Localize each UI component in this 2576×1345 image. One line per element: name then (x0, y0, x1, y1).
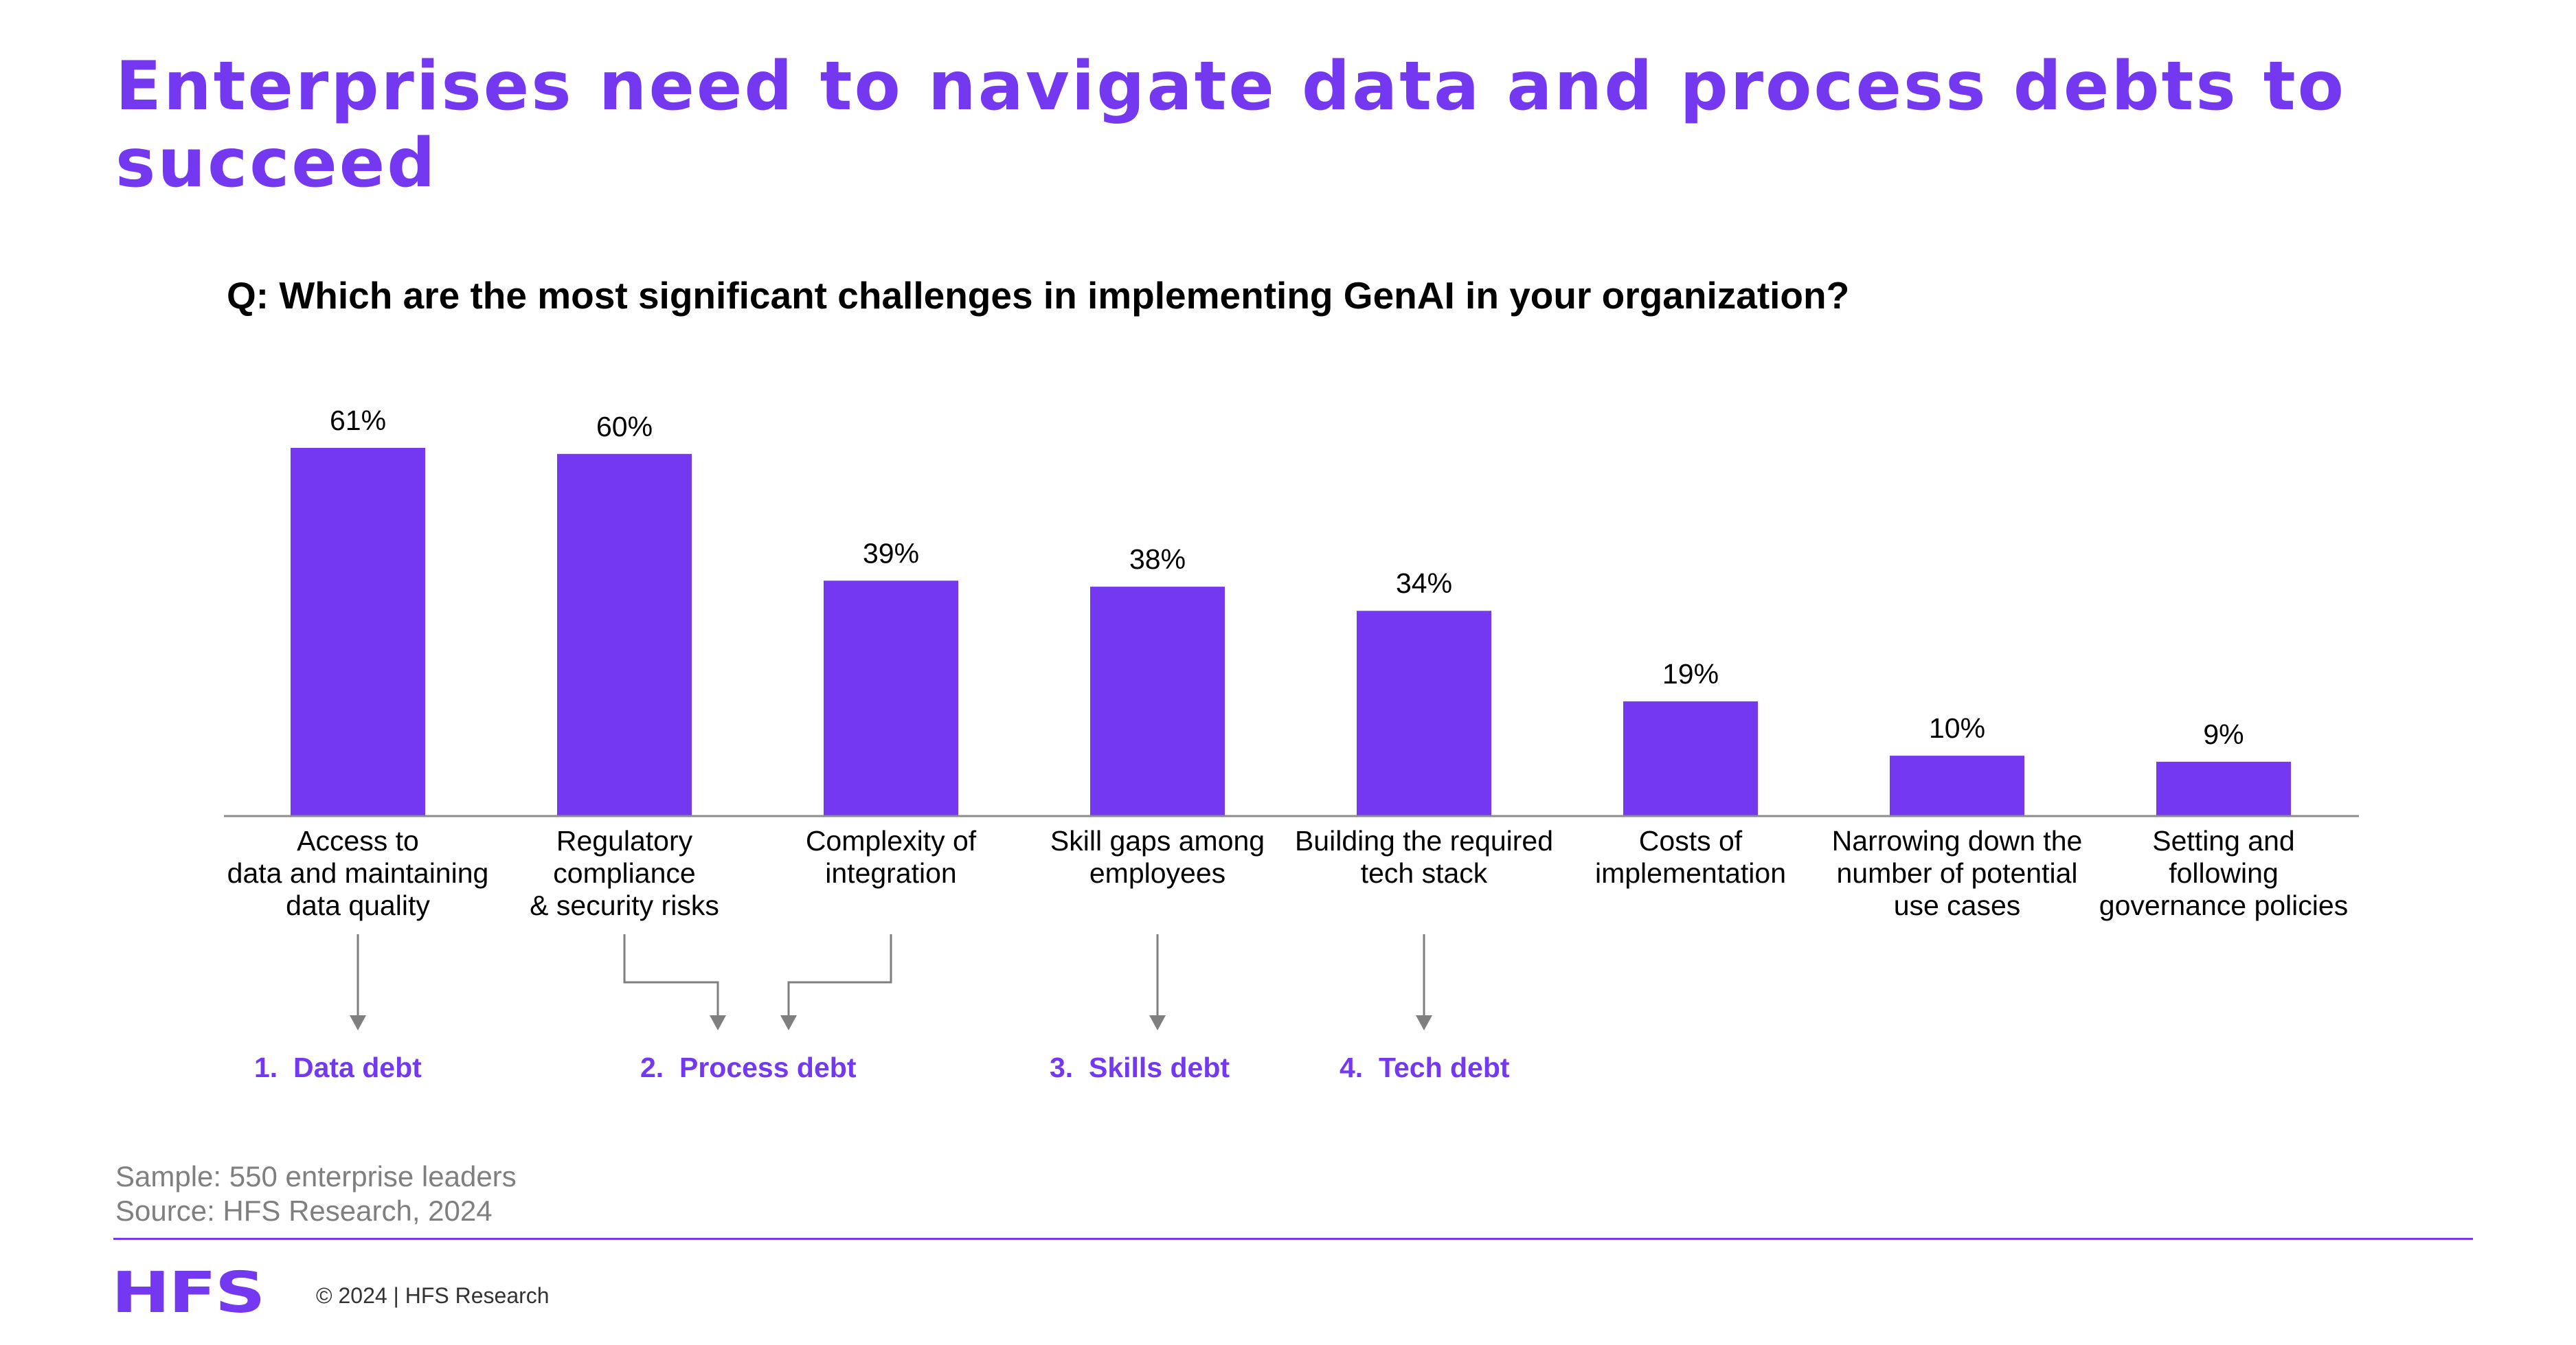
category-label-3: Complexity of integration (806, 825, 977, 889)
value-label-8: 9% (2203, 719, 2244, 750)
debt-group-label-4: 4. Tech debt (1340, 1052, 1510, 1083)
debt-group-label-3: 3. Skills debt (1050, 1052, 1230, 1083)
sample-note: Sample: 550 enterprise leaders (115, 1160, 517, 1193)
category-label-1: Access to data and maintaining data qualit… (227, 825, 489, 921)
source-note: Source: HFS Research, 2024 (115, 1195, 493, 1227)
value-label-2: 60% (596, 411, 653, 442)
survey-question: Q: Which are the most significant challe… (227, 274, 1850, 317)
arrow-tech-debt-head (1416, 1015, 1432, 1030)
value-label-6: 19% (1662, 658, 1719, 690)
bar-6 (1623, 701, 1758, 816)
arrow-data-debt-head (350, 1015, 366, 1030)
arrow-process-debt-2-line (787, 934, 892, 1017)
category-label-8: Setting and following governance policies (2099, 825, 2348, 921)
arrow-skills-debt-head (1149, 1015, 1166, 1030)
copyright-note: © 2024 | HFS Research (316, 1283, 550, 1308)
footer-divider (113, 1238, 2473, 1240)
category-label-7: Narrowing down the number of potential use… (1832, 825, 2083, 921)
bar-4 (1090, 587, 1225, 816)
value-label-1: 61% (330, 405, 386, 436)
category-label-5: Building the required tech stack (1295, 825, 1553, 889)
hfs-logo: HFS (111, 1261, 266, 1326)
page-title: Enterprises need to navigate data and pr… (115, 47, 2346, 203)
category-label-4: Skill gaps among employees (1050, 825, 1265, 889)
bar-5 (1357, 611, 1491, 816)
value-label-5: 34% (1396, 567, 1452, 599)
bar-2 (557, 453, 692, 816)
arrow-process-debt-1-line (623, 934, 719, 1017)
value-label-7: 10% (1929, 712, 1985, 744)
bar-7 (1890, 756, 2024, 816)
debt-group-label-1: 1. Data debt (254, 1052, 422, 1083)
category-label-6: Costs of implementation (1595, 825, 1786, 889)
category-label-2: Regulatory compliance & security risks (530, 825, 719, 921)
arrow-process-debt-2-head (780, 1015, 797, 1030)
bar-1 (291, 448, 425, 816)
arrow-process-debt-1-head (710, 1015, 726, 1030)
value-label-4: 38% (1129, 543, 1186, 575)
bar-3 (824, 580, 958, 816)
bar-chart: 61% 60% 39% 38% 34% 19% 10% 9% Access to data and… (224, 405, 2359, 1083)
bar-8 (2156, 761, 2291, 816)
debt-group-label-2: 2. Process debt (640, 1052, 857, 1083)
value-label-3: 39% (863, 537, 919, 569)
